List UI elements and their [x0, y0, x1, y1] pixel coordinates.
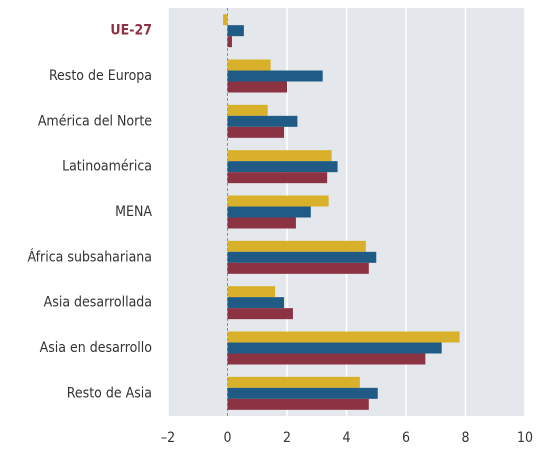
bar — [227, 36, 232, 48]
bar — [227, 342, 442, 354]
bar — [227, 217, 296, 229]
bar — [227, 150, 332, 162]
bar — [227, 59, 271, 71]
y-tick-label: Latinoamérica — [62, 159, 152, 175]
x-tick-label: 8 — [461, 430, 469, 446]
y-tick-label: UE-27 — [110, 23, 152, 39]
bar — [227, 104, 268, 116]
bar — [227, 376, 360, 388]
bar — [227, 172, 328, 184]
x-tick-label: –2 — [161, 430, 175, 446]
bar — [227, 195, 329, 207]
bar — [223, 14, 228, 26]
bar — [227, 251, 377, 263]
bar — [227, 206, 311, 218]
y-tick-label: América del Norte — [38, 113, 152, 129]
bar — [227, 70, 323, 82]
x-tick-label: 6 — [402, 430, 410, 446]
bar — [227, 331, 460, 343]
bar — [227, 81, 287, 93]
y-tick-label: Resto de Asia — [67, 385, 152, 401]
bar — [227, 161, 338, 173]
bar — [227, 387, 378, 399]
x-tick-label: 4 — [342, 430, 350, 446]
x-tick-label: 0 — [223, 430, 231, 446]
y-tick-label: MENA — [115, 204, 152, 220]
bar — [227, 286, 276, 298]
bar — [227, 240, 366, 252]
y-tick-label: África subsahariana — [28, 248, 152, 265]
bar — [227, 353, 426, 365]
x-tick-label: 2 — [283, 430, 291, 446]
y-tick-label: Asia desarrollada — [44, 295, 152, 311]
bar — [227, 398, 369, 410]
bar — [227, 297, 285, 309]
bar — [227, 126, 285, 138]
bar — [227, 262, 369, 274]
y-tick-label: Asia en desarrollo — [40, 340, 153, 356]
bar — [227, 115, 298, 127]
bar — [227, 308, 293, 320]
y-tick-label: Resto de Europa — [49, 68, 152, 84]
x-tick-label: 10 — [517, 430, 533, 446]
bar — [227, 25, 244, 37]
